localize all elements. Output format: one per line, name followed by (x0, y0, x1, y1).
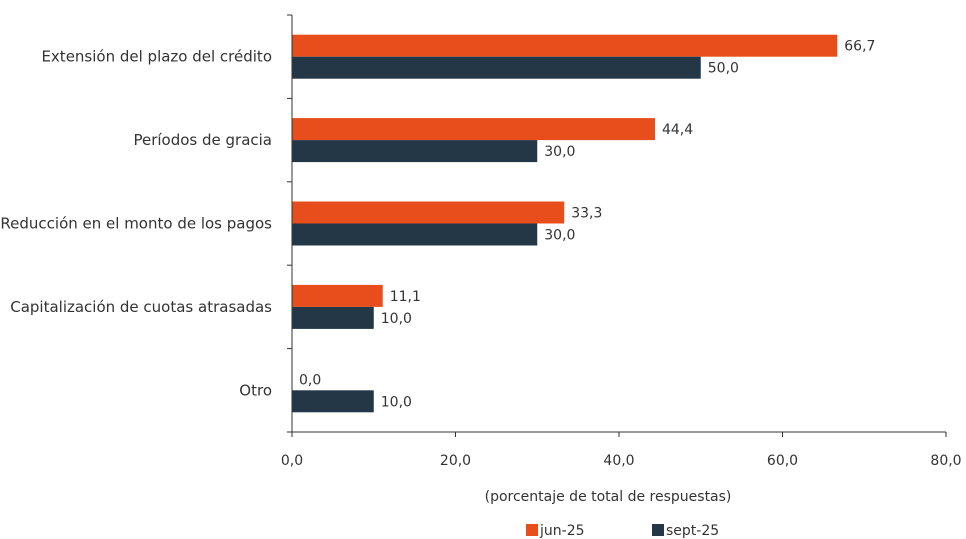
x-tick-label: 20,0 (440, 453, 471, 469)
data-label: 0,0 (299, 372, 321, 388)
legend-swatch-sept-25 (652, 524, 664, 536)
x-tick-label: 0,0 (281, 453, 303, 469)
bar-sept-25 (292, 56, 701, 79)
x-tick-label: 40,0 (603, 453, 634, 469)
bar-jun-25 (292, 201, 565, 224)
bar-jun-25 (292, 118, 655, 141)
x-axis-title: (porcentaje de total de respuestas) (485, 489, 732, 505)
category-label: Otro (239, 381, 272, 399)
bars (292, 34, 838, 413)
category-label: Extensión del plazo del crédito (41, 48, 272, 66)
bar-sept-25 (292, 140, 538, 163)
legend: jun-25 sept-25 (526, 523, 719, 539)
category-label: Períodos de gracia (133, 131, 272, 149)
bar-sept-25 (292, 306, 374, 329)
bar-sept-25 (292, 390, 374, 413)
data-label: 50,0 (708, 61, 739, 77)
category-labels: Extensión del plazo del crédito Períodos … (0, 48, 272, 400)
data-label: 10,0 (381, 311, 412, 327)
category-label: Reducción en el monto de los pagos (0, 215, 272, 233)
bar-jun-25 (292, 34, 838, 57)
x-tick-labels: 0,0 20,0 40,0 60,0 80,0 (281, 453, 962, 469)
x-tick-label: 60,0 (767, 453, 798, 469)
bar-jun-25 (292, 284, 383, 307)
data-label: 33,3 (571, 206, 602, 222)
legend-label: sept-25 (666, 523, 719, 539)
data-label: 30,0 (544, 144, 575, 160)
axes (287, 14, 947, 437)
legend-swatch-jun-25 (526, 524, 538, 536)
legend-label: jun-25 (539, 523, 585, 539)
data-label: 11,1 (390, 289, 421, 305)
x-tick-label: 80,0 (930, 453, 961, 469)
data-labels: 66,7 50,0 44,4 30,0 33,3 30,0 11,1 10,0 0,0 10,0 (299, 39, 875, 411)
data-label: 66,7 (844, 39, 875, 55)
data-label: 30,0 (544, 228, 575, 244)
category-label: Capitalización de cuotas atrasadas (10, 298, 272, 316)
data-label: 44,4 (662, 122, 693, 138)
data-label: 10,0 (381, 394, 412, 410)
bar-sept-25 (292, 223, 538, 246)
